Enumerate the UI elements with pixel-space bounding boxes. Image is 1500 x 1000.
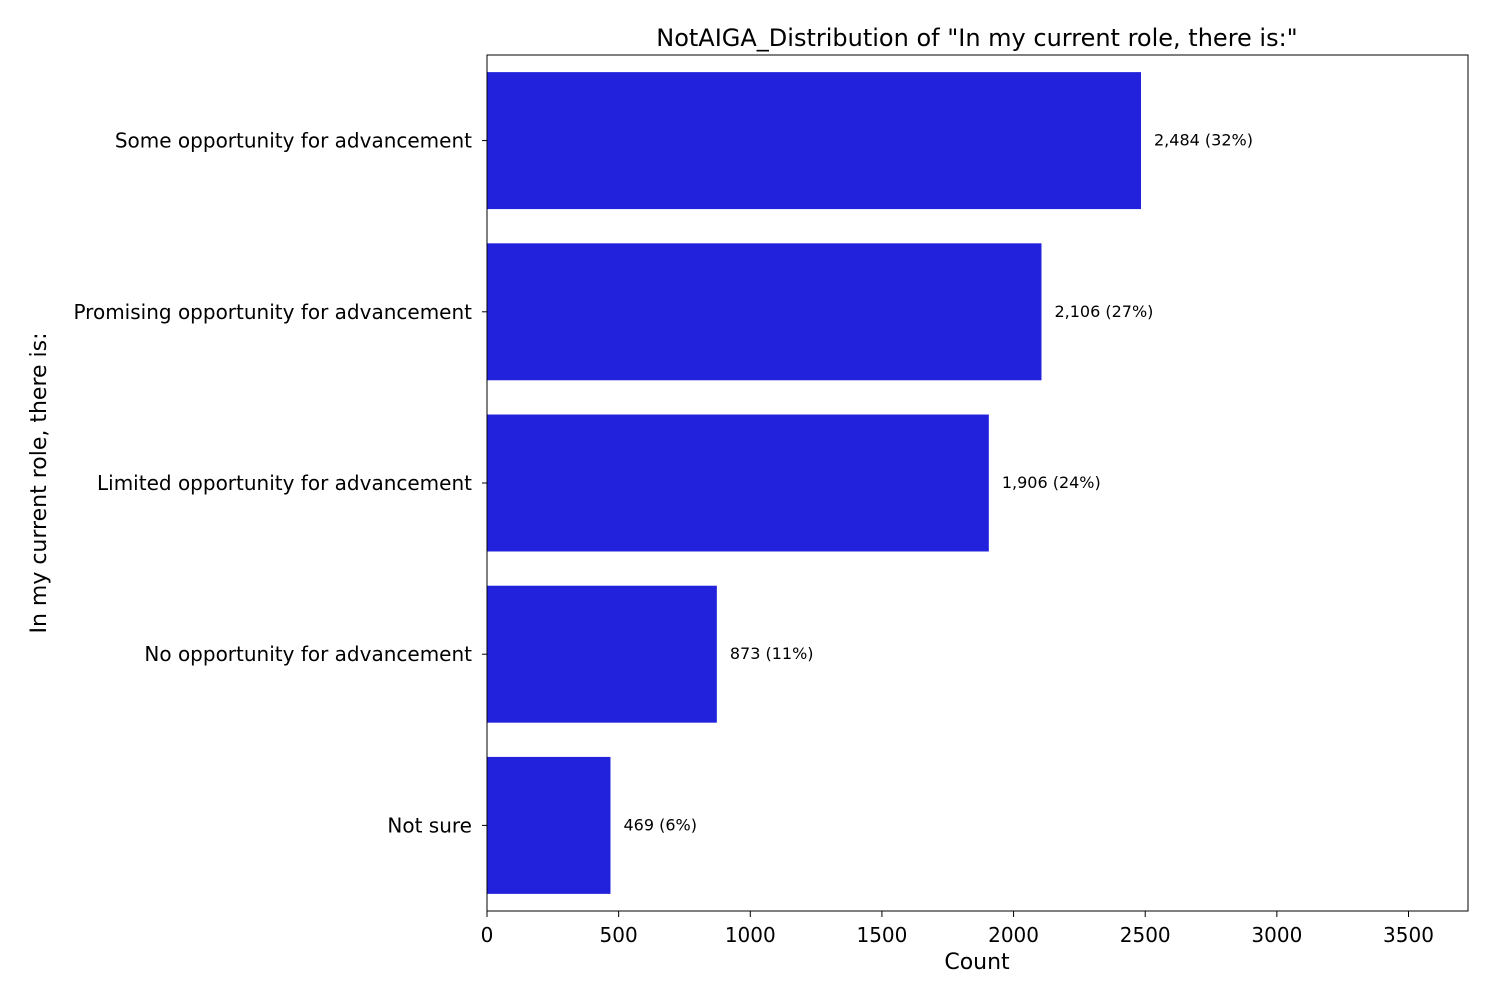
y-tick-label-1: Promising opportunity for advancement (73, 300, 472, 324)
x-tick-label-0: 0 (481, 923, 494, 947)
x-axis: 0 500 1000 1500 2000 2500 3000 3500 (481, 911, 1434, 947)
y-tick-label-2: Limited opportunity for advancement (97, 471, 472, 495)
bar-value-label-3: 873 (11%) (730, 644, 814, 663)
x-tick-label-2: 1000 (725, 923, 776, 947)
bars-layer (487, 72, 1141, 894)
y-axis-label: In my current role, there is: (27, 332, 52, 633)
bar-value-label-4: 469 (6%) (623, 815, 697, 834)
y-tick-label-0: Some opportunity for advancement (115, 129, 472, 153)
x-tick-label-6: 3000 (1251, 923, 1302, 947)
y-axis: Some opportunity for advancement Promisin… (73, 129, 487, 837)
bar-value-label-1: 2,106 (27%) (1054, 302, 1153, 321)
chart-title: NotAIGA_Distribution of "In my current r… (656, 24, 1297, 52)
bar-1 (487, 243, 1042, 381)
bar-4 (487, 756, 611, 894)
bar-2 (487, 414, 989, 552)
bar-value-label-0: 2,484 (32%) (1154, 131, 1253, 150)
bar-0 (487, 72, 1141, 210)
x-tick-label-7: 3500 (1383, 923, 1434, 947)
y-tick-label-3: No opportunity for advancement (144, 642, 472, 666)
x-axis-label: Count (944, 950, 1010, 975)
y-tick-label-4: Not sure (387, 813, 472, 837)
x-tick-label-4: 2000 (988, 923, 1039, 947)
bar-3 (487, 585, 717, 723)
x-tick-label-3: 1500 (856, 923, 907, 947)
x-tick-label-5: 2500 (1120, 923, 1171, 947)
data-labels-layer: 2,484 (32%) 2,106 (27%) 1,906 (24%) 873 (11… (623, 131, 1252, 835)
bar-value-label-2: 1,906 (24%) (1002, 473, 1101, 492)
x-tick-label-1: 500 (600, 923, 638, 947)
